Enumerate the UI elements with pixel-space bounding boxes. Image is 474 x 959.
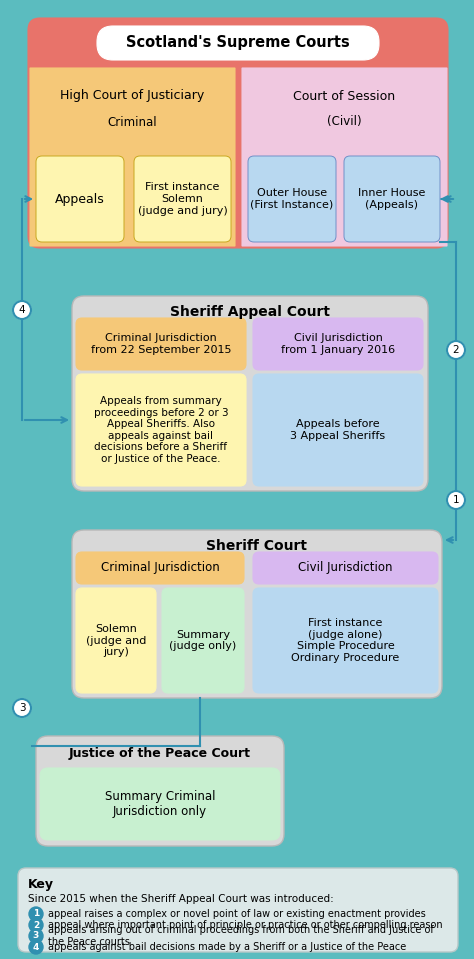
FancyBboxPatch shape [72,296,428,491]
Circle shape [13,699,31,717]
Text: appeals arising out of criminal proceedings from both the Sheriff and Justice of: appeals arising out of criminal proceedi… [48,925,434,947]
Text: First instance
(judge alone)
Simple Procedure
Ordinary Procedure: First instance (judge alone) Simple Proc… [292,619,400,663]
Text: Court of Session: Court of Session [293,89,396,103]
FancyBboxPatch shape [344,156,440,242]
Text: Summary
(judge only): Summary (judge only) [169,630,237,651]
Text: Inner House
(Appeals): Inner House (Appeals) [358,188,426,210]
FancyBboxPatch shape [97,26,379,60]
FancyBboxPatch shape [36,156,124,242]
Text: 3: 3 [18,703,25,713]
Text: Criminal Jurisdiction: Criminal Jurisdiction [100,562,219,574]
Text: Key: Key [28,878,54,891]
FancyBboxPatch shape [253,374,423,486]
FancyBboxPatch shape [30,68,235,246]
Circle shape [29,907,43,921]
Text: appeal where important point of principle or practice or other compelling reason: appeal where important point of principl… [48,920,443,930]
Circle shape [13,301,31,319]
Text: Since 2015 when the Sheriff Appeal Court was introduced:: Since 2015 when the Sheriff Appeal Court… [28,894,334,904]
FancyBboxPatch shape [76,552,244,584]
Text: 2: 2 [453,345,459,355]
Text: Appeals from summary
proceedings before 2 or 3
Appeal Sheriffs. Also
appeals aga: Appeals from summary proceedings before … [94,396,228,464]
Text: 1: 1 [33,909,39,919]
Text: 1: 1 [453,495,459,505]
Text: Sheriff Appeal Court: Sheriff Appeal Court [170,305,330,319]
Text: Appeals: Appeals [55,193,105,205]
FancyBboxPatch shape [253,318,423,370]
FancyBboxPatch shape [162,588,244,693]
FancyBboxPatch shape [18,868,458,952]
Text: appeals against bail decisions made by a Sheriff or a Justice of the Peace: appeals against bail decisions made by a… [48,942,406,952]
Circle shape [447,491,465,509]
FancyBboxPatch shape [248,156,336,242]
FancyBboxPatch shape [76,374,246,486]
Text: Civil Jurisdiction
from 1 January 2016: Civil Jurisdiction from 1 January 2016 [281,333,395,355]
Text: Criminal: Criminal [108,115,157,129]
Text: Outer House
(First Instance): Outer House (First Instance) [250,188,334,210]
Circle shape [29,929,43,943]
FancyBboxPatch shape [253,552,438,584]
Text: Solemn
(judge and
jury): Solemn (judge and jury) [86,624,146,657]
Text: Appeals before
3 Appeal Sheriffs: Appeals before 3 Appeal Sheriffs [291,419,385,441]
Text: Civil Jurisdiction: Civil Jurisdiction [298,562,393,574]
FancyBboxPatch shape [242,68,447,246]
Text: 3: 3 [33,931,39,941]
Text: Justice of the Peace Court: Justice of the Peace Court [69,747,251,760]
Text: appeal raises a complex or novel point of law or existing enactment provides: appeal raises a complex or novel point o… [48,909,426,919]
FancyBboxPatch shape [76,318,246,370]
FancyBboxPatch shape [72,530,442,698]
Text: High Court of Justiciary: High Court of Justiciary [60,89,205,103]
Text: 2: 2 [33,921,39,929]
Text: Criminal Jurisdiction
from 22 September 2015: Criminal Jurisdiction from 22 September … [91,333,231,355]
FancyBboxPatch shape [40,768,280,840]
Text: (Civil): (Civil) [327,115,362,129]
FancyBboxPatch shape [28,18,448,248]
Text: Sheriff Court: Sheriff Court [207,539,308,553]
Circle shape [447,341,465,359]
Circle shape [29,918,43,932]
FancyBboxPatch shape [36,736,284,846]
FancyBboxPatch shape [76,588,156,693]
Text: Summary Criminal
Jurisdiction only: Summary Criminal Jurisdiction only [105,790,215,818]
Text: 4: 4 [33,943,39,951]
Text: 4: 4 [18,305,25,315]
Text: Scotland's Supreme Courts: Scotland's Supreme Courts [126,35,350,51]
Circle shape [29,940,43,954]
FancyBboxPatch shape [253,588,438,693]
Text: First instance
Solemn
(judge and jury): First instance Solemn (judge and jury) [137,182,228,216]
FancyBboxPatch shape [134,156,231,242]
